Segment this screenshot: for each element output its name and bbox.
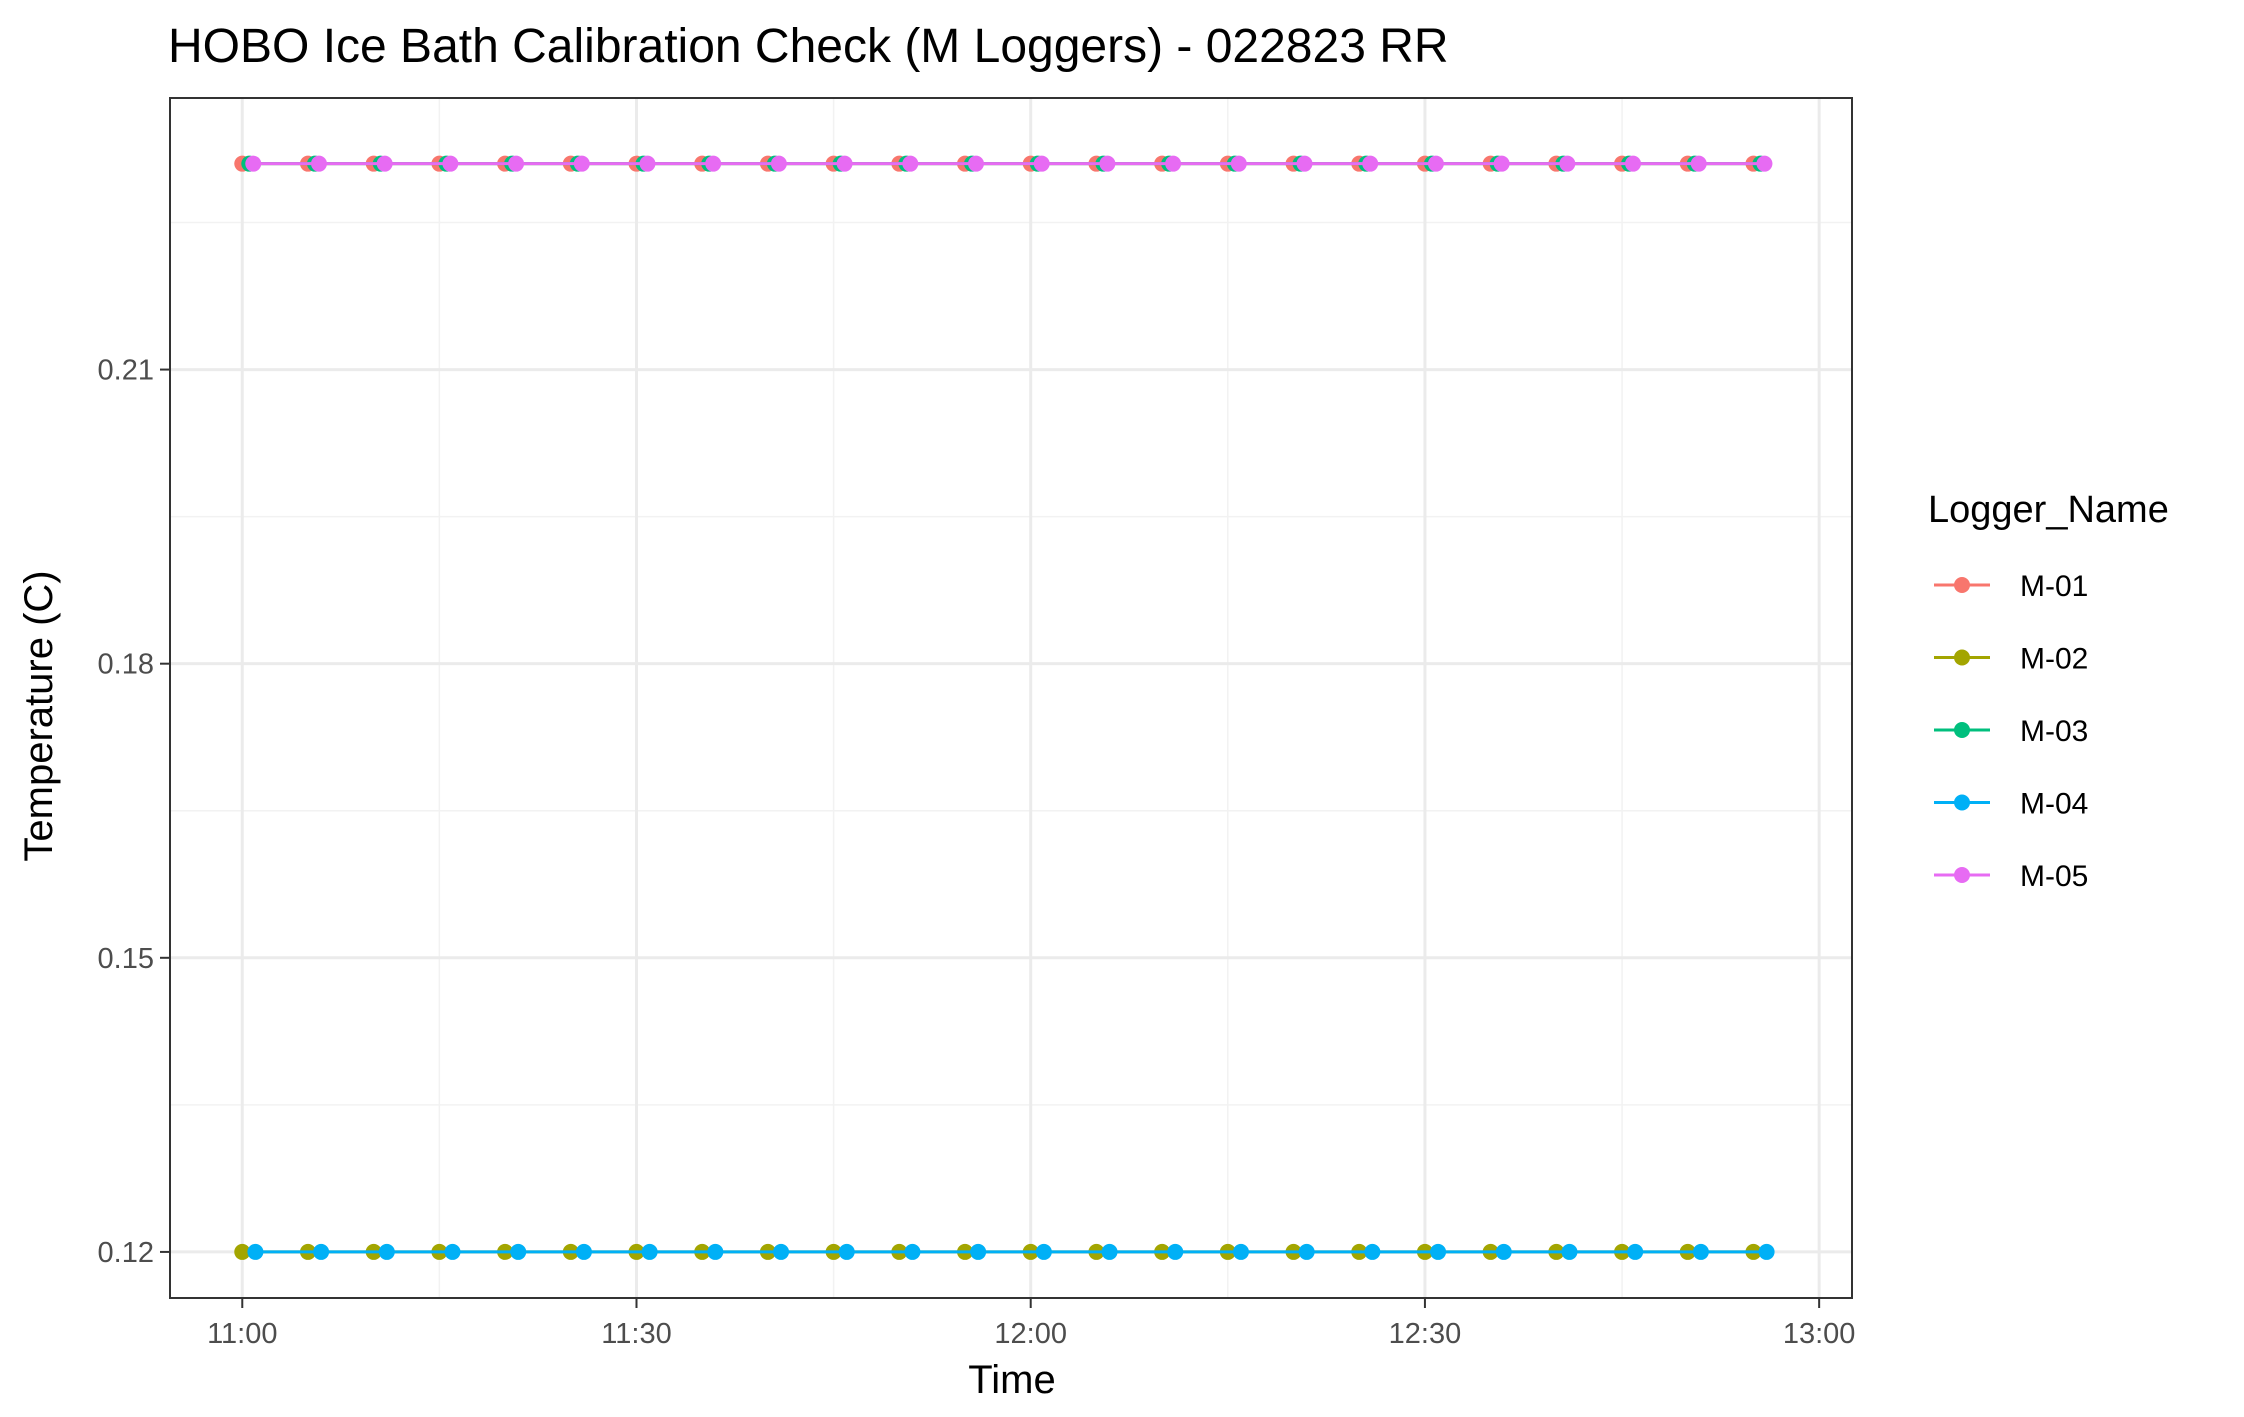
plot-panel-border [169,97,1853,1299]
legend-key-point [1954,649,1970,666]
data-point [247,1243,264,1260]
data-point [773,1243,790,1260]
legend-item-m-03: M-03 [1934,715,2088,748]
legend-item-m-01: M-01 [1934,570,2088,603]
series-m-04 [247,1243,1775,1260]
legend-label: M-03 [2020,715,2088,748]
y-tick-label: 0.18 [98,649,154,681]
data-point [444,1243,461,1260]
data-point [245,155,262,172]
data-point [1364,1243,1381,1260]
legend-key-point [1954,867,1970,883]
data-point [510,1243,527,1260]
data-point [1298,1243,1315,1260]
x-tick-label: 11:30 [601,1318,671,1350]
data-point [310,155,327,172]
series-m-05 [245,155,1773,172]
legend: Logger_Name M-01 M-02 M-03 M-04 M-05 [1928,489,2169,893]
data-point [1033,155,1050,172]
x-axis-title: Time [968,1358,1055,1402]
legend-item-m-05: M-05 [1934,860,2088,893]
gridlines [170,98,1852,1298]
data-point [378,1243,395,1260]
data-point [1230,155,1247,172]
legend-item-m-04: M-04 [1934,788,2088,821]
y-tick-label: 0.12 [98,1237,154,1269]
data-point [1232,1243,1249,1260]
data-point [1101,1243,1118,1260]
data-point [1690,155,1707,172]
data-point [836,155,853,172]
y-axis-title: Temperature (C) [17,570,61,861]
legend-key-point [1954,722,1970,738]
data-point [639,155,656,172]
legend-label: M-02 [2020,643,2088,676]
data-point [1627,1243,1644,1260]
data-point [573,155,590,172]
legend-key-point [1954,794,1970,811]
x-tick-label: 12:30 [1389,1318,1462,1350]
data-point [641,1243,658,1260]
data-point [707,1243,724,1260]
data-point [376,155,393,172]
axes: 11:00 11:30 12:00 12:30 13:00 0.12 0.15 0.18 0.2… [98,355,1856,1350]
data-point [575,1243,592,1260]
data-point [1427,155,1444,172]
data-point [508,155,525,172]
data-point [1495,1243,1512,1260]
x-tick-label: 11:00 [207,1318,277,1350]
data-point [1561,1243,1578,1260]
data-point [1493,155,1510,172]
data-point [1035,1243,1052,1260]
data-point [968,155,985,172]
data-point [1362,155,1379,172]
data-point [1165,155,1182,172]
data-point [1430,1243,1447,1260]
y-tick-label: 0.21 [98,355,154,387]
data-point [313,1243,330,1260]
data-point [1692,1243,1709,1260]
legend-title: Logger_Name [1928,489,2169,531]
data-point [1099,155,1116,172]
data-point [1296,155,1313,172]
data-point [902,155,919,172]
data-point [904,1243,921,1260]
legend-label: M-01 [2020,570,2088,603]
data-point [705,155,722,172]
data-point [1756,155,1773,172]
data-point [1758,1243,1775,1260]
legend-item-m-02: M-02 [1934,643,2088,676]
chart-title: HOBO Ice Bath Calibration Check (M Logge… [168,20,1449,73]
x-tick-label: 13:00 [1783,1318,1856,1350]
data-point [838,1243,855,1260]
data-point [1167,1243,1184,1260]
data-series [234,155,1775,1260]
data-point [1625,155,1642,172]
x-tick-label: 12:00 [994,1318,1067,1350]
legend-label: M-05 [2020,860,2088,893]
data-point [970,1243,987,1260]
data-point [770,155,787,172]
data-point [234,1243,251,1260]
y-tick-label: 0.15 [98,943,154,975]
legend-key-point [1954,577,1970,593]
data-point [442,155,459,172]
legend-label: M-04 [2020,788,2088,821]
data-point [1559,155,1576,172]
